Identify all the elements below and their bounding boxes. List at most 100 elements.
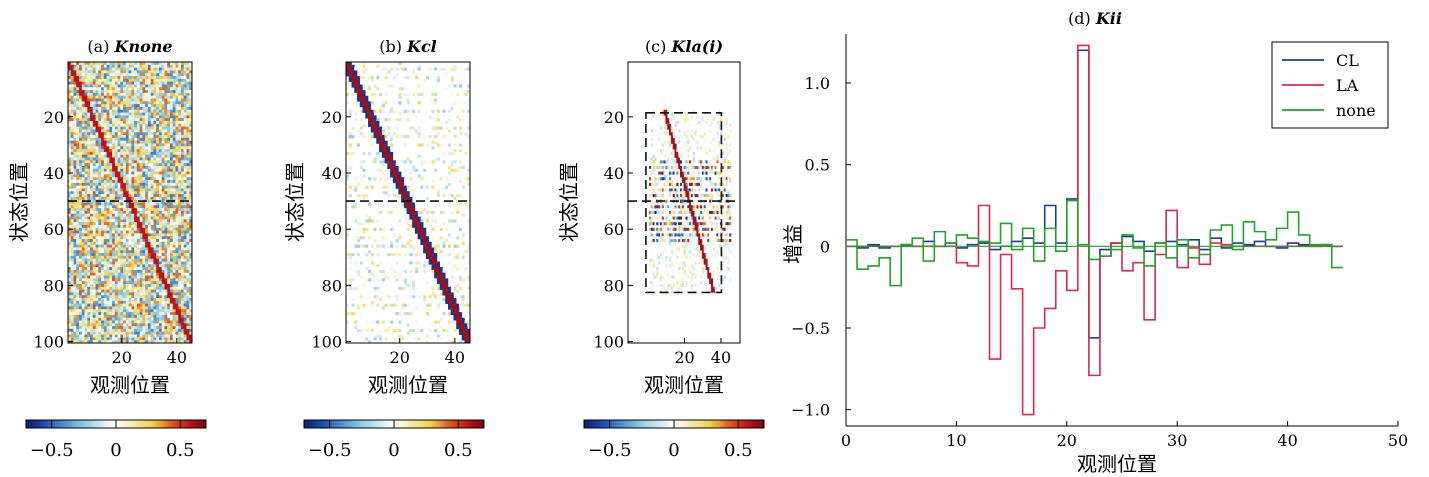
heatmap-cell <box>131 244 135 248</box>
heatmap-cell <box>117 300 121 304</box>
heatmap-cell <box>417 143 421 147</box>
heatmap-cell <box>70 334 74 338</box>
heatmap-cell <box>128 306 132 310</box>
heatmap-cell <box>180 121 185 125</box>
heatmap-cell <box>112 64 116 68</box>
heatmap-cell <box>169 126 174 130</box>
heatmap-cell <box>189 239 193 243</box>
heatmap-cell <box>161 208 165 212</box>
heatmap-cell <box>164 216 168 220</box>
heatmap-cell <box>434 126 438 130</box>
heatmap-cell <box>445 121 449 125</box>
heatmap-cell <box>368 76 372 80</box>
heatmap-cell <box>123 250 127 254</box>
heatmap-cell <box>73 281 77 285</box>
heatmap-cell <box>145 216 149 220</box>
heatmap-cell <box>87 90 91 94</box>
heatmap-cell <box>95 227 99 231</box>
heatmap-cell <box>101 219 105 223</box>
heatmap-cell <box>109 202 113 206</box>
heatmap-cell <box>161 205 165 209</box>
heatmap-cell <box>351 70 355 74</box>
heatmap-cell <box>359 90 363 94</box>
heatmap-cell <box>172 334 176 338</box>
heatmap-cell <box>101 70 105 74</box>
heatmap-cell <box>189 185 193 189</box>
heatmap-cell <box>128 123 132 127</box>
heatmap-cell <box>145 224 149 229</box>
heatmap-cell <box>123 81 127 85</box>
heatmap-cell <box>87 149 91 153</box>
heatmap-cell <box>423 160 427 164</box>
heatmap-cell <box>131 306 135 310</box>
heatmap-cell <box>156 92 160 97</box>
heatmap-cell <box>186 244 190 248</box>
heatmap-cell <box>178 90 182 94</box>
heatmap-cell <box>81 104 85 108</box>
heatmap-cell <box>131 126 135 130</box>
heatmap-cell <box>142 236 146 240</box>
heatmap-cell <box>161 323 165 327</box>
heatmap-cell <box>175 165 179 170</box>
heatmap-cell <box>106 283 110 288</box>
heatmap-cell <box>153 196 157 200</box>
heatmap-cell <box>125 109 129 113</box>
heatmap-cell <box>354 101 358 105</box>
heatmap-cell <box>112 174 116 178</box>
heatmap-cell <box>164 104 168 108</box>
heatmap-cell <box>348 70 352 74</box>
heatmap-cell <box>183 123 187 127</box>
heatmap-cell <box>123 76 127 80</box>
heatmap-cell <box>84 149 88 153</box>
heatmap-cell <box>128 115 132 119</box>
heatmap-cell <box>103 278 107 282</box>
heatmap-cell <box>76 210 80 215</box>
heatmap-cell <box>180 244 185 248</box>
heatmap-cell <box>103 137 107 141</box>
heatmap-cell <box>178 230 182 234</box>
heatmap-cell <box>98 81 102 85</box>
heatmap-cell <box>186 112 190 116</box>
heatmap-cell <box>134 106 138 111</box>
heatmap-cell <box>70 208 74 212</box>
heatmap-cell <box>164 81 168 85</box>
heatmap-cell <box>398 118 402 122</box>
heatmap-cell <box>178 106 182 111</box>
heatmap-cell <box>76 84 80 88</box>
heatmap-cell <box>442 135 446 139</box>
heatmap-cell <box>87 222 91 226</box>
heatmap-cell <box>158 109 162 113</box>
heatmap-cell <box>362 98 366 102</box>
heatmap-cell <box>158 146 162 150</box>
heatmap-cell <box>114 191 118 195</box>
heatmap-cell <box>172 126 176 130</box>
heatmap-cell <box>81 62 85 66</box>
heatmap-cell <box>370 115 374 119</box>
heatmap-cell <box>139 95 143 99</box>
heatmap-cell <box>175 253 179 257</box>
heatmap-cell <box>158 168 162 172</box>
heatmap-cell <box>139 180 143 184</box>
heatmap-cell <box>106 121 110 125</box>
heatmap-cell <box>186 334 190 338</box>
heatmap-cell <box>68 326 72 330</box>
heatmap-cell <box>362 70 366 74</box>
heatmap-cell <box>169 106 174 111</box>
heatmap-cell <box>153 168 157 172</box>
heatmap-cell <box>98 92 102 97</box>
heatmap-cell <box>123 205 127 209</box>
heatmap-cell <box>169 64 174 68</box>
heatmap-cell <box>131 222 135 226</box>
heatmap-cell <box>464 132 468 136</box>
heatmap-cell <box>84 188 88 192</box>
heatmap-cell <box>189 278 193 282</box>
heatmap-cell <box>175 202 179 206</box>
heatmap-cell <box>125 171 129 175</box>
heatmap-cell <box>103 81 107 85</box>
heatmap-cell <box>76 115 80 119</box>
heatmap-cell <box>112 269 116 274</box>
heatmap-cell <box>128 261 132 265</box>
heatmap-cell <box>189 326 193 330</box>
heatmap-cell <box>128 320 132 324</box>
heatmap-cell <box>145 278 149 282</box>
